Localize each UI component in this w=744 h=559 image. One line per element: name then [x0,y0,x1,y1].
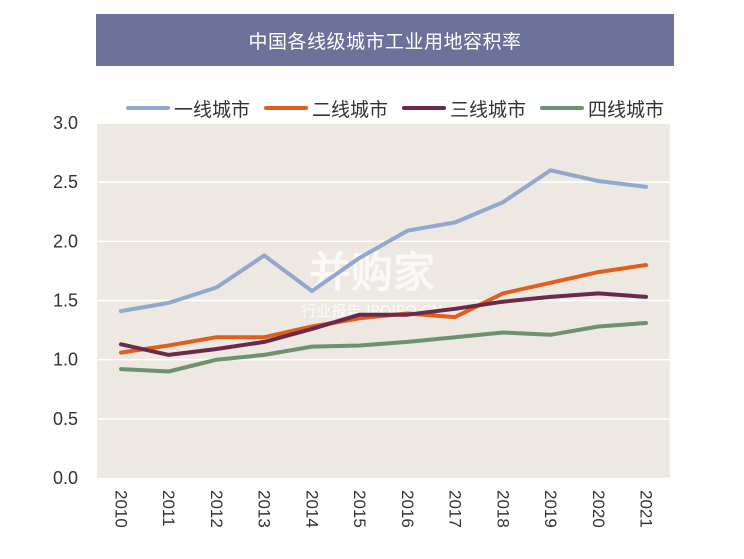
watermark-logo-text: 并购家 [309,248,435,297]
legend-item-tier1: 一线城市 [126,95,250,122]
legend-swatch [126,106,170,110]
y-tick-label: 1.0 [53,350,78,370]
y-tick-label: 0.0 [53,468,78,488]
series-line [119,321,648,374]
x-tick-label: 2016 [398,490,417,528]
legend-label: 二线城市 [312,98,389,121]
x-tick-label: 2012 [207,490,226,528]
legend-swatch [402,106,447,110]
x-tick-label: 2020 [589,490,608,528]
x-tick-label: 2015 [350,490,369,528]
y-tick-label: 2.0 [53,231,78,251]
x-tick-label: 2017 [446,490,465,528]
legend-item-tier3: 三线城市 [402,95,526,122]
x-tick-label: 2011 [159,490,178,527]
chart-title: 中国各线级城市工业用地容积率 [96,14,674,66]
x-tick-label: 2019 [541,490,560,528]
legend: 一线城市 二线城市 三线城市 四线城市 [126,94,678,122]
y-tick-label: 0.5 [53,409,78,429]
legend-label: 一线城市 [174,98,251,121]
legend-label: 四线城市 [588,98,665,121]
legend-swatch [264,106,309,110]
series-line [119,168,648,314]
legend-item-tier2: 二线城市 [264,95,388,122]
x-tick-label: 2013 [255,490,274,528]
y-tick-label: 2.5 [53,172,78,192]
legend-swatch [540,106,585,110]
y-tick-label: 1.5 [53,291,78,311]
x-tick-label: 2018 [493,490,512,528]
x-tick-label: 2014 [302,490,321,528]
series-line [119,291,648,357]
legend-item-tier4: 四线城市 [540,95,664,122]
x-tick-label: 2010 [112,490,131,528]
y-tick-label: 3.0 [53,113,78,133]
legend-label: 三线城市 [450,98,527,121]
x-tick-label: 2021 [637,490,656,528]
